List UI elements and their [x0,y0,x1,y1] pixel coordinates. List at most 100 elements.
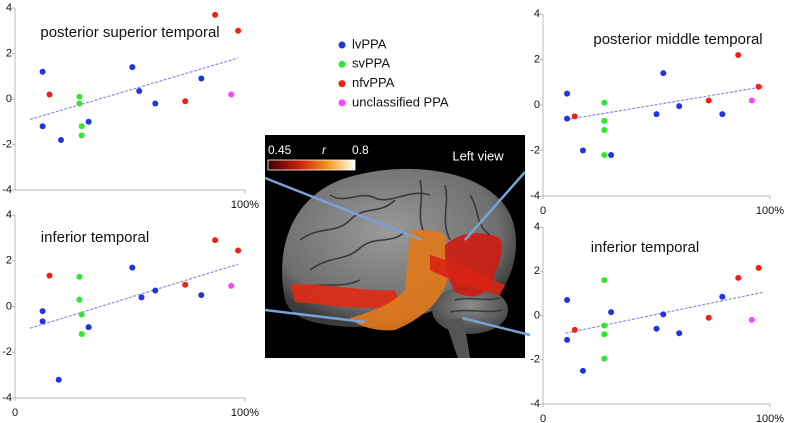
data-point [653,111,660,118]
data-point [564,336,571,343]
colorbar [267,159,356,171]
scatter-plot: -4 -2 0 2 4 0 100% inferior temporal [2,209,259,419]
data-point [719,111,726,118]
data-point [571,113,578,120]
data-point [735,51,742,58]
y-tick-label: 2 [534,265,540,277]
y-tick-label: -2 [2,138,12,150]
data-point [660,311,667,318]
data-point [136,88,143,95]
data-point [601,152,608,159]
colorbar-variable: r [322,143,327,157]
legend-marker [338,60,346,68]
data-point [601,127,608,134]
data-point [212,11,219,18]
legend-label: lvPPA [352,36,387,51]
y-tick-label: 0 [6,93,12,105]
legend: lvPPA svPPA nfvPPA unclassified PPA [338,36,449,109]
brainstem [445,318,470,358]
chart-title: posterior superior temporal [40,24,219,41]
data-point [85,118,92,125]
brain-panel: 0.45 r 0.8 Left view [265,135,525,358]
chart-title: posterior middle temporal [593,31,762,48]
data-point [601,99,608,106]
chart-title: inferior temporal [41,229,149,246]
colorbar-max-label: 0.8 [352,143,369,157]
data-point [748,316,755,323]
y-tick-label: 0 [534,309,540,321]
data-point [129,64,136,71]
data-point [608,309,615,316]
data-point [235,27,242,34]
legend-marker [338,80,346,88]
legend-label: svPPA [352,56,390,71]
data-point [78,123,85,130]
data-point [182,281,189,288]
x-tick-label: 0 [12,407,18,419]
view-label: Left view [452,148,504,163]
data-point [705,97,712,104]
data-point [705,314,712,321]
trend-line [29,57,239,121]
y-tick-label: 4 [534,221,540,233]
colorbar-min-label: 0.45 [268,143,292,157]
y-tick-label: -2 [2,346,12,358]
data-point [564,115,571,122]
activation-inferior [290,284,400,309]
data-point [601,355,608,362]
y-tick-label: 0 [534,99,540,111]
legend-marker [338,99,346,107]
data-point [676,330,683,337]
data-point [85,324,92,331]
activation-band [430,255,505,295]
chart-title: inferior temporal [591,239,699,256]
data-point [579,367,586,374]
data-point [78,132,85,139]
data-point [138,294,145,301]
data-point [78,330,85,337]
data-point [748,97,755,104]
data-point [601,117,608,124]
y-tick-label: -4 [530,190,540,202]
data-point [55,376,62,383]
connector [461,316,531,337]
legend-marker [338,41,346,49]
data-point [76,93,83,100]
data-point [579,147,586,154]
data-point [46,272,53,279]
data-point [653,325,660,332]
data-point [76,296,83,303]
data-point [39,308,46,315]
scatter-plot: -4 -2 0 2 4 0 100% posterior middle temporal [530,8,784,217]
connector-lines [264,171,531,337]
y-tick-label: 2 [534,53,540,65]
data-point [152,287,159,294]
x-tick-label: 0 [540,413,546,423]
scatter-plot: -4 -2 0 2 4 100% posterior superior temporal [2,2,259,211]
legend-label: nfvPPA [352,75,395,90]
data-point [564,297,571,304]
y-tick-label: 4 [534,8,540,20]
data-point [228,91,235,98]
data-point [78,311,85,318]
y-tick-label: 0 [6,300,12,312]
data-point [601,322,608,329]
data-point [198,75,205,82]
data-point [676,103,683,110]
data-point [601,277,608,284]
y-tick-label: -2 [530,144,540,156]
x-tick-label: 100% [756,205,784,217]
data-point [608,152,615,159]
trend-line [29,263,239,329]
connector [264,176,423,242]
data-point [212,237,219,244]
data-point [39,318,46,325]
data-point [735,274,742,281]
trend-line [565,86,764,121]
scatter-plot: -4 -2 0 2 4 0 100% inferior temporal [530,221,784,423]
data-point [719,293,726,300]
data-point [755,83,762,90]
activation-temporal [350,229,448,331]
x-tick-label: 0 [540,205,546,217]
